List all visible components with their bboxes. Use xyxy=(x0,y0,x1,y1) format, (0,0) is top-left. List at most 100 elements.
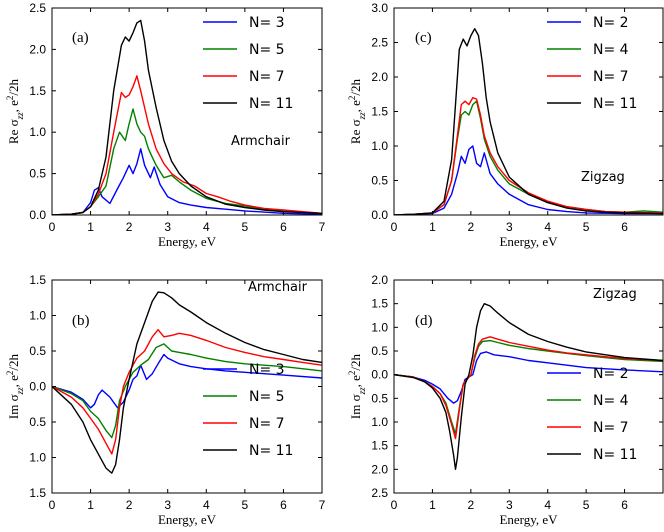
x-tick-label: 0 xyxy=(49,498,56,512)
x-tick-label: 2 xyxy=(126,498,133,512)
x-tick-label: 5 xyxy=(583,220,590,234)
y-axis-label-prefix: Re σ xyxy=(348,119,363,144)
x-tick-label: 2 xyxy=(468,220,475,234)
y-tick-label: 1.0 xyxy=(29,451,46,465)
legend-label: N= 11 xyxy=(249,96,293,112)
y-axis-label-sub: zz xyxy=(357,112,367,121)
x-tick-label: 1 xyxy=(87,220,94,234)
x-tick-label: 0 xyxy=(391,498,398,512)
y-tick-label: 2.5 xyxy=(29,1,46,15)
plot-frame xyxy=(393,279,664,494)
panel-label: (d) xyxy=(415,313,433,329)
y-tick-label: 1.5 xyxy=(29,84,46,98)
series-line-n5 xyxy=(52,108,322,215)
x-tick-label: 7 xyxy=(319,220,326,234)
y-tick-label: 1.0 xyxy=(371,320,388,334)
panel-annotation: Zigzag xyxy=(581,170,625,185)
y-tick-label: 0.5 xyxy=(371,344,388,358)
x-tick-label: 3 xyxy=(164,220,171,234)
series-line-n7 xyxy=(52,75,322,215)
panel-b-chart: 0 1 2 3 4 5 6 7 1.5 1.0 0.5 0.0 0.5 1.0 1.5 Energy, eV I… xyxy=(5,273,326,527)
series-line-n11 xyxy=(52,19,322,215)
x-tick-label: 5 xyxy=(242,498,249,512)
x-tick-label: 4 xyxy=(203,498,210,512)
series-line-n7 xyxy=(52,329,322,455)
panel-d-chart: 0 1 2 3 4 5 6 2.5 2.0 1.5 1.0 0.5 0.0 0.5 1.0 1.5 2.0 Ene… xyxy=(347,273,664,527)
x-tick-label: 7 xyxy=(319,498,326,512)
y-axis-label-sub: zz xyxy=(15,112,25,121)
series-line-n5 xyxy=(52,343,322,439)
y-axis-label: Im σzz, e2/2h xyxy=(5,353,25,419)
x-tick-label: 4 xyxy=(203,220,210,234)
series-line-n7 xyxy=(394,336,663,440)
y-axis-label-mid: , e xyxy=(348,375,363,388)
y-tick-label: 2.5 xyxy=(371,36,388,50)
y-axis-label-mid: , e xyxy=(6,375,21,388)
legend-label: N= 7 xyxy=(249,416,285,432)
panel-a-chart: 0 1 2 3 4 5 6 7 0.0 0.5 1.0 1.5 2.0 2.5 Energy, eV Re σ… xyxy=(5,1,326,249)
panel-c-chart: 0 1 2 3 4 5 6 0.0 0.5 1.0 1.5 2.0 2.5 3.0 Energy, eV Re… xyxy=(347,1,664,249)
panel-label: (b) xyxy=(72,313,90,329)
y-tick-label: 0.5 xyxy=(29,167,46,181)
legend-label: N= 7 xyxy=(593,69,629,85)
y-tick-label: 1.5 xyxy=(29,486,46,500)
y-tick-label: 2.0 xyxy=(371,70,388,84)
y-tick-label: 0.5 xyxy=(29,344,46,358)
x-tick-label: 4 xyxy=(544,220,551,234)
legend-label: N= 7 xyxy=(593,420,629,436)
panel-annotation: Armchair xyxy=(231,134,291,149)
x-tick-label: 6 xyxy=(621,498,628,512)
y-axis-label-suffix: /2h xyxy=(348,353,363,370)
series-line-n2 xyxy=(394,351,663,404)
y-axis-label-mid: , e xyxy=(348,100,363,113)
series-line-n11 xyxy=(52,291,322,474)
plot-frame xyxy=(51,279,323,494)
series-line-n11 xyxy=(394,303,663,470)
y-tick-label: 3.0 xyxy=(371,1,388,15)
legend-label: N= 7 xyxy=(249,69,285,85)
legend-label: N= 2 xyxy=(593,15,629,31)
x-axis-label: Energy, eV xyxy=(499,234,558,249)
y-tick-label: 0.5 xyxy=(371,391,388,405)
y-tick-label: 2.0 xyxy=(371,462,388,476)
y-axis-label-prefix: Im σ xyxy=(348,394,363,419)
y-tick-label: 1.5 xyxy=(371,105,388,119)
y-axis-label-sup: 2 xyxy=(5,96,15,101)
x-tick-label: 1 xyxy=(429,498,436,512)
x-tick-label: 6 xyxy=(621,220,628,234)
y-axis-label-sup: 2 xyxy=(347,371,357,376)
y-axis-label-mid: , e xyxy=(6,100,21,113)
panel-annotation: Armchair xyxy=(248,280,308,295)
x-tick-label: 2 xyxy=(126,220,133,234)
x-axis-label: Energy, eV xyxy=(158,512,217,527)
x-tick-label: 1 xyxy=(87,498,94,512)
y-axis-label: Re σzz, e2/2h xyxy=(347,78,367,144)
legend-label: N= 2 xyxy=(593,366,629,382)
legend-label: N= 4 xyxy=(593,42,629,58)
y-axis-label-sup: 2 xyxy=(5,371,15,376)
legend: N= 3 N= 5 N= 7 N= 11 xyxy=(203,362,293,459)
y-tick-label: 0.5 xyxy=(371,174,388,188)
panel-label: (a) xyxy=(72,30,89,46)
x-tick-label: 3 xyxy=(506,220,513,234)
y-tick-label: 2.5 xyxy=(371,486,388,500)
legend-label: N= 3 xyxy=(249,15,285,31)
series-line-n3 xyxy=(52,148,322,215)
y-tick-label: 0.0 xyxy=(371,368,388,382)
plot-frame xyxy=(51,7,323,216)
y-axis-label-suffix: /2h xyxy=(348,78,363,95)
y-tick-label: 1.5 xyxy=(29,273,46,287)
y-axis-label-sub: zz xyxy=(357,387,367,396)
panel-annotation: Zigzag xyxy=(593,287,637,302)
x-tick-label: 3 xyxy=(506,498,513,512)
y-axis-label-suffix: /2h xyxy=(6,353,21,370)
x-axis-label: Energy, eV xyxy=(158,234,217,249)
x-tick-label: 4 xyxy=(544,498,551,512)
y-tick-label: 1.0 xyxy=(29,125,46,139)
legend: N= 2 N= 4 N= 7 N= 11 xyxy=(547,366,637,463)
series-line-n11 xyxy=(394,28,663,215)
series-line-n7 xyxy=(394,96,663,215)
x-axis-label: Energy, eV xyxy=(499,512,558,527)
legend-label: N= 4 xyxy=(593,393,629,409)
